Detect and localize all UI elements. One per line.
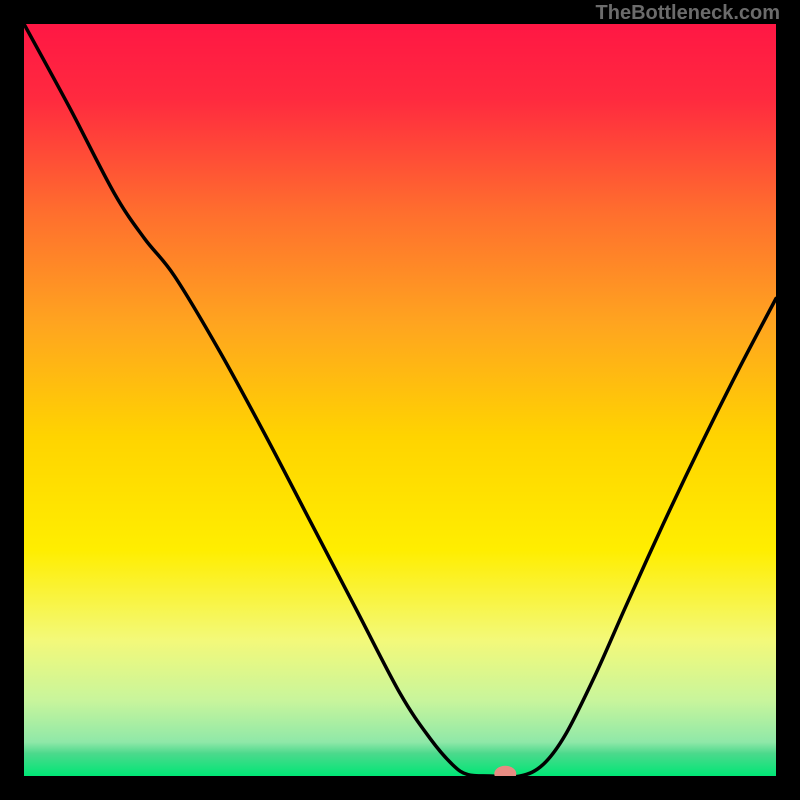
plot-area (24, 24, 776, 776)
chart-container: TheBottleneck.com (0, 0, 800, 800)
gradient-background (24, 24, 776, 776)
chart-svg (24, 24, 776, 776)
watermark: TheBottleneck.com (596, 2, 780, 25)
